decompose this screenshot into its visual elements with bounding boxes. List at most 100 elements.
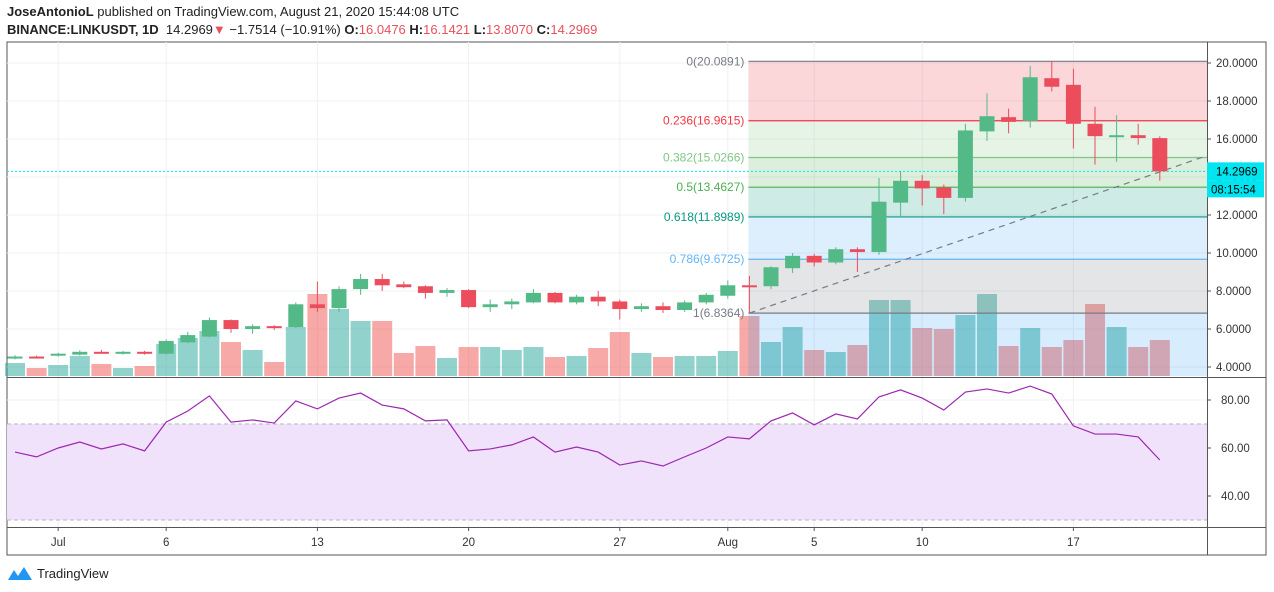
price-tick-label: 4.0000 [1216,362,1251,374]
fib-level-label: 1(6.8364) [693,306,744,320]
candle-body [1152,138,1168,172]
candle-body [806,255,822,263]
time-tick-label: Aug [718,537,738,549]
candle-body [1109,135,1125,138]
candle-body [1130,135,1146,139]
candle-body [849,249,865,253]
candle-body [93,351,109,354]
candle-body [7,356,23,359]
candle-body [785,255,801,269]
volume-bar [890,300,911,376]
low-label: L: [473,22,487,37]
price-tick-label: 6.0000 [1216,324,1251,336]
close-label: C: [536,22,551,37]
volume-bar [545,357,565,376]
rsi-tick-label: 80.00 [1221,395,1250,407]
volume-bar [674,356,695,376]
candle-body [1001,117,1017,122]
candle-body [936,187,952,198]
candle-body [525,292,541,303]
volume-bar [91,364,112,376]
candle-body [115,351,131,354]
candle-body [677,302,693,310]
candle-body [1087,123,1103,137]
candle-body [1065,84,1081,124]
volume-bar [653,357,673,376]
candle-body [396,284,412,288]
volume-bar [998,346,1019,376]
candle-body [612,301,628,310]
open-label: O: [344,22,359,37]
time-tick-label: Jul [51,537,66,549]
volume-bar [437,358,457,376]
candle-body [828,249,844,263]
candle-body [374,279,390,286]
candle-body [590,296,606,302]
publish-info: JoseAntonioL published on TradingView.co… [7,4,459,19]
fib-zone-0.382 [748,157,1207,188]
rsi-tick-label: 60.00 [1221,443,1250,455]
volume-bar [69,356,90,376]
candle-body [914,180,930,189]
rsi-line [14,385,1161,467]
price-tick-label: 16.0000 [1216,134,1258,146]
time-tick-label: 27 [613,537,626,549]
price-change: −1.7514 (−10.91%) [229,22,341,37]
candle-body [417,286,433,293]
candle-body [1022,77,1038,121]
volume-bar [977,294,997,376]
volume-bar [1020,328,1041,376]
fib-zone-0.236 [748,120,1207,158]
fib-zone-1 [748,313,1207,376]
volume-bar [739,316,760,376]
fib-level-label: 0.786(9.6725) [670,252,745,266]
volume-bar [588,348,609,376]
candle-body [266,326,282,329]
price-tick-label: 8.0000 [1216,286,1251,298]
volume-bar [199,331,220,376]
candle-body [353,279,369,290]
time-tick-label: 20 [462,537,475,549]
candle-body [50,353,66,356]
candle-body [137,351,153,354]
candle-body [569,296,585,303]
volume-bar [5,363,25,376]
candle-body [482,304,498,308]
candle-body [979,116,995,132]
volume-bar [955,315,976,376]
tradingview-logo[interactable]: TradingView [7,565,109,581]
volume-bar [285,327,306,376]
volume-bar [1085,304,1105,376]
close-value: 14.2969 [550,22,598,37]
candle-body [547,292,563,303]
volume-bar [134,366,155,376]
volume-bar [372,321,393,376]
tradingview-logo-icon [8,567,32,580]
volume-bar [458,347,479,376]
trend-line [749,156,1204,314]
time-tick-label: 10 [916,537,929,549]
volume-bar [1149,340,1170,376]
volume-bar [264,362,285,376]
candle-body [893,180,909,203]
price-tick-label: 18.0000 [1216,96,1258,108]
volume-bar [566,356,587,376]
volume-bar [609,332,630,376]
author-name[interactable]: JoseAntonioL [7,4,94,19]
volume-bar [631,353,652,376]
price-tick-label: 20.0000 [1216,58,1258,70]
volume-bar [1128,347,1149,376]
candle-body [288,304,304,328]
symbol-legend: BINANCE:LINKUSDT, 1D 14.2969▼ −1.7514 (−… [7,22,597,37]
countdown-badge [1207,180,1264,198]
volume-bar [1063,340,1084,376]
low-value: 13.8070 [486,22,534,37]
candle-body [871,201,887,253]
volume-bar [350,321,371,376]
fib-level-label: 0.236(16.9615) [663,114,744,128]
brand-name: TradingView [37,565,109,581]
volume-bar [523,347,544,376]
volume-bar [761,342,781,376]
symbol: BINANCE:LINKUSDT, 1D [7,22,159,37]
